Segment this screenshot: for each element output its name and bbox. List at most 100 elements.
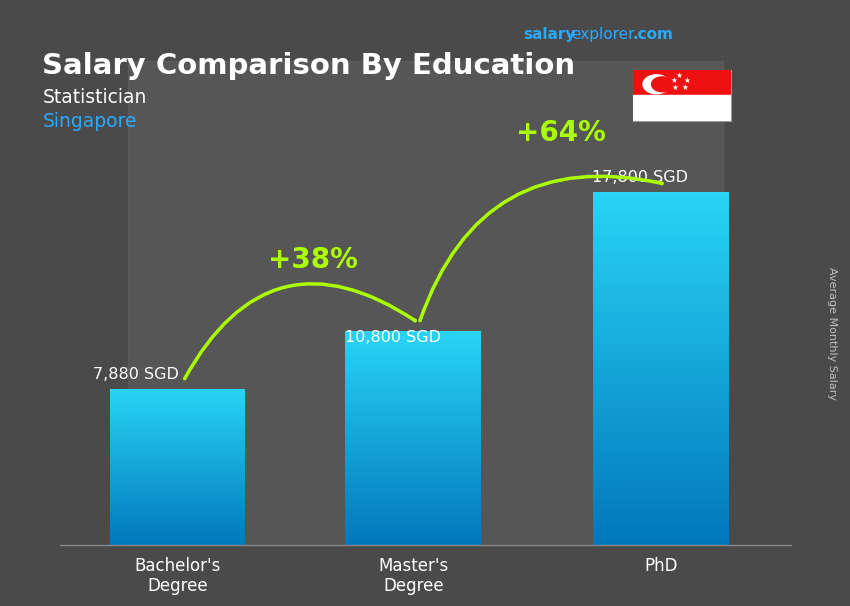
Bar [345,408,481,410]
Bar [110,500,245,501]
Bar [345,543,481,544]
Bar [345,450,481,451]
Bar [110,476,245,477]
Bar [593,408,728,410]
Circle shape [652,77,672,92]
Bar [110,430,245,431]
Bar [593,473,728,474]
Bar [593,422,728,424]
Bar [110,486,245,487]
Bar [110,458,245,459]
Bar [345,381,481,382]
Bar [345,494,481,495]
Bar [593,284,728,286]
Bar [345,439,481,441]
Bar [593,233,728,235]
Bar [593,454,728,455]
Bar [345,533,481,534]
Bar [110,496,245,497]
Bar [593,245,728,247]
Bar [110,408,245,410]
Bar [593,350,728,351]
Bar [110,433,245,434]
Bar [345,510,481,511]
Bar [593,215,728,217]
Bar [593,445,728,447]
Bar [593,327,728,328]
Bar [345,346,481,347]
Bar [345,505,481,506]
Bar [593,356,728,358]
Bar [345,420,481,421]
Bar [593,208,728,210]
Bar [593,383,728,385]
Bar [110,445,245,446]
Bar [345,401,481,402]
Bar [593,235,728,236]
Bar [345,375,481,376]
Bar [593,362,728,364]
Bar [345,427,481,428]
Bar [345,400,481,401]
Bar [345,531,481,533]
Bar [345,502,481,504]
Bar [593,290,728,291]
Bar [593,296,728,298]
Bar [110,456,245,457]
Bar [110,398,245,399]
Bar [345,464,481,465]
Bar [593,198,728,199]
Bar [345,508,481,509]
Bar [593,499,728,501]
Bar [110,434,245,435]
Bar [345,456,481,458]
Bar [110,444,245,445]
Bar [110,540,245,541]
Bar [593,281,728,282]
Bar [593,494,728,496]
Bar [593,455,728,457]
Bar [593,468,728,470]
Bar [110,522,245,523]
Bar [345,365,481,367]
Bar [593,311,728,313]
Text: Average Monthly Salary: Average Monthly Salary [827,267,837,400]
Bar [110,402,245,403]
Bar [345,452,481,453]
Bar [110,495,245,496]
Bar [110,435,245,436]
Bar [110,403,245,404]
Bar [593,425,728,427]
Bar [345,367,481,368]
Bar [593,268,728,270]
Bar [593,325,728,327]
Bar [593,399,728,401]
Bar [345,441,481,442]
Bar [593,474,728,476]
Bar [593,542,728,544]
Bar [633,95,731,121]
Bar [345,530,481,531]
Bar [593,201,728,203]
Bar [593,341,728,342]
Bar [593,394,728,395]
Bar [593,489,728,491]
Bar [593,459,728,461]
Bar [593,434,728,436]
Bar [593,410,728,411]
Bar [345,497,481,498]
Bar [110,524,245,525]
Text: ★: ★ [672,83,678,92]
Bar [593,351,728,353]
Bar [345,476,481,477]
Bar [593,395,728,397]
Bar [110,536,245,537]
Bar [593,211,728,213]
Bar [345,511,481,512]
Bar [128,61,722,545]
Bar [593,401,728,402]
Bar [593,457,728,459]
Bar [593,330,728,332]
Bar [110,425,245,426]
Bar [593,508,728,510]
